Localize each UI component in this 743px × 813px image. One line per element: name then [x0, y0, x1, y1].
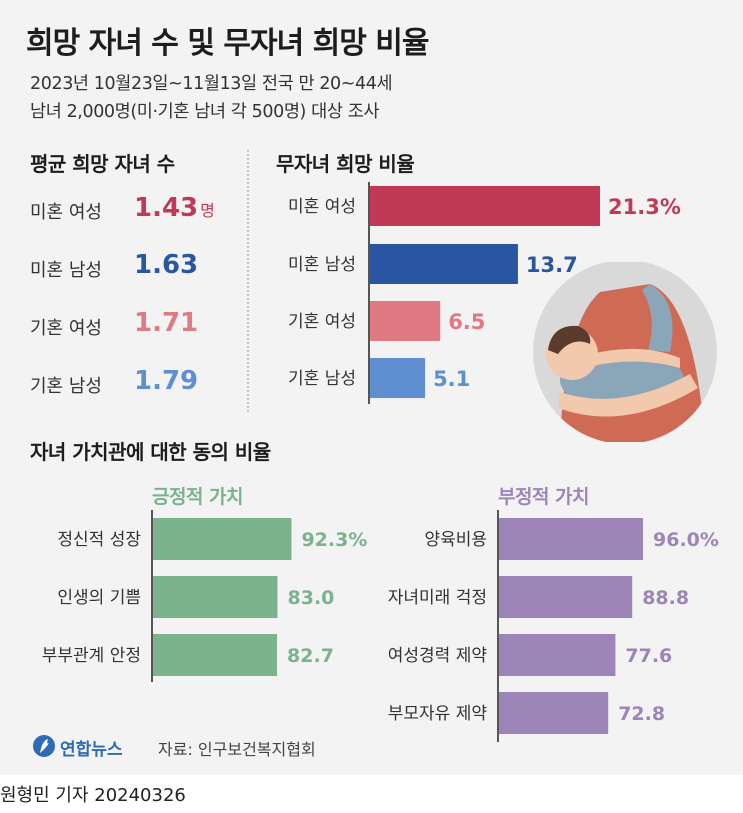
page-title: 희망 자녀 수 및 무자녀 희망 비율	[26, 26, 429, 61]
childless-category-label: 기혼 남성	[288, 369, 356, 389]
value-category-label: 정신적 성장	[57, 530, 141, 550]
avg-value-married-male: 1.79	[134, 366, 199, 396]
value-label: 88.8	[642, 587, 689, 609]
childless-bar	[370, 244, 518, 284]
avg-value-unmarried-male: 1.63	[134, 250, 199, 280]
value-bar	[153, 518, 292, 560]
value-bar	[499, 634, 616, 676]
childless-category-label: 미혼 여성	[288, 197, 356, 217]
childless-value-label: 6.5	[448, 310, 485, 334]
value-category-label: 인생의 기쁨	[57, 588, 141, 608]
childless-bar	[370, 301, 441, 341]
value-label: 82.7	[287, 645, 334, 667]
subtitle-line-2: 남녀 2,000명(미·기혼 남녀 각 500명) 대상 조사	[30, 102, 380, 122]
section-divider	[247, 150, 249, 412]
value-bar	[499, 692, 609, 734]
avg-unit: 명	[200, 201, 215, 220]
value-bar	[499, 576, 633, 618]
childless-value-label: 21.3%	[608, 195, 681, 219]
avg-value-married-female: 1.71	[134, 308, 199, 338]
childless-bar	[370, 186, 600, 226]
childless-chart-title: 무자녀 희망 비율	[276, 152, 415, 176]
avg-label-married-male: 기혼 남성	[30, 376, 102, 397]
childless-bar	[370, 358, 426, 398]
subtitle-line-1: 2023년 10월23일~11월13일 전국 만 20~44세	[30, 74, 393, 94]
yonhap-logo-icon	[33, 735, 55, 757]
value-bar	[153, 576, 278, 618]
value-category-label: 양육비용	[424, 530, 487, 550]
childless-category-label: 기혼 여성	[288, 312, 356, 332]
value-category-label: 여성경력 제약	[388, 646, 487, 666]
negative-group-title: 부정적 가치	[498, 486, 590, 508]
values-chart-title: 자녀 가치관에 대한 동의 비율	[30, 440, 271, 464]
value-label: 72.8	[618, 703, 665, 725]
value-category-label: 부모자유 제약	[388, 704, 487, 724]
parent-holding-baby-illustration	[533, 262, 717, 442]
yonhap-logo: 연합뉴스	[32, 733, 142, 763]
avg-label-unmarried-female: 미혼 여성	[30, 202, 102, 223]
value-label: 92.3%	[301, 529, 367, 551]
childless-value-label: 5.1	[433, 367, 470, 391]
avg-label-married-female: 기혼 여성	[30, 318, 102, 339]
avg-label-unmarried-male: 미혼 남성	[30, 260, 102, 281]
positive-group-title: 긍정적 가치	[152, 486, 244, 508]
source-note: 자료: 인구보건복지협회	[158, 740, 316, 759]
negative-axis-line	[497, 510, 499, 742]
positive-axis-line	[151, 510, 153, 682]
value-bar	[153, 634, 278, 676]
value-label: 96.0%	[653, 529, 719, 551]
childless-value-label: 13.7	[526, 253, 578, 277]
value-label: 77.6	[625, 645, 672, 667]
charts-layer: 미혼 여성 21.3% 미혼 남성 13.7 기혼 여성 6.5 기혼 남성 5.1 정신적 성…	[42, 186, 719, 734]
value-category-label: 자녀미래 걱정	[388, 588, 487, 608]
byline: 원형민 기자 20240326	[0, 785, 186, 806]
avg-value-unmarried-female: 1.43 명	[134, 193, 215, 223]
value-category-label: 부부관계 안정	[42, 646, 141, 666]
logo-text: 연합뉴스	[60, 740, 123, 760]
value-bar	[499, 518, 643, 560]
average-heading: 평균 희망 자녀 수	[30, 152, 175, 176]
childless-category-label: 미혼 남성	[288, 255, 356, 275]
childless-axis-line	[368, 182, 370, 404]
value-label: 83.0	[288, 587, 335, 609]
